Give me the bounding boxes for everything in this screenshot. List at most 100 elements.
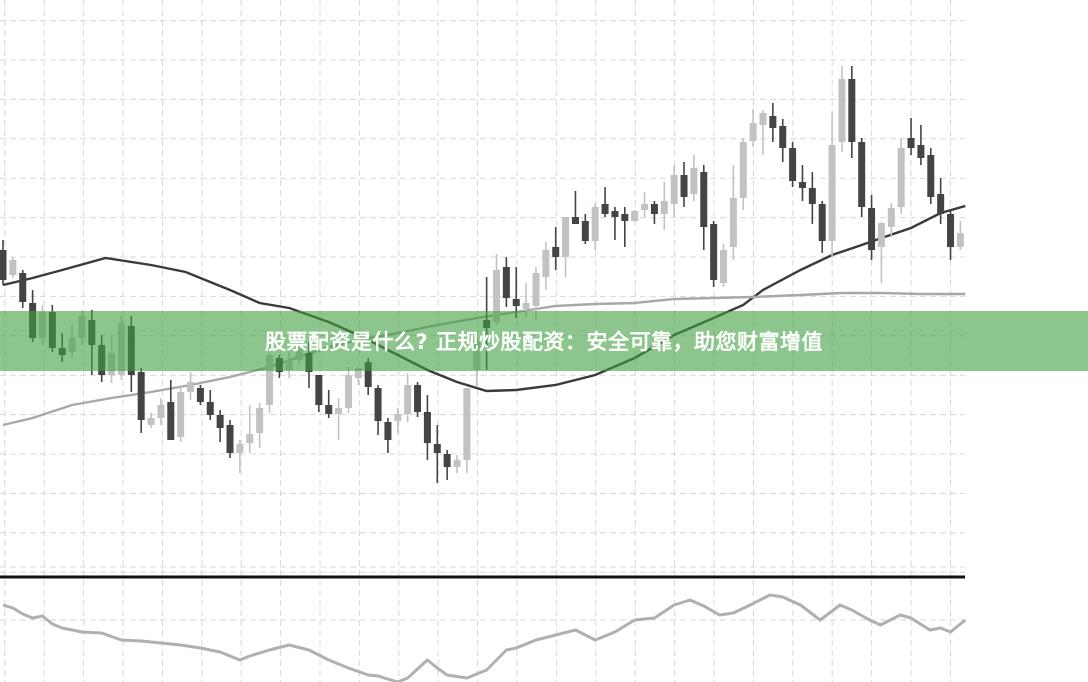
candle-body [769,116,777,128]
candle-body [631,211,639,221]
candle-body [354,368,362,378]
candle-bearish [907,118,915,155]
candle-body [808,188,816,204]
candle-bearish [680,162,688,207]
candle-bearish [789,142,797,187]
candle-bullish [631,210,639,222]
candle-body [621,214,629,221]
candle-body [927,155,935,197]
candle-body [433,444,441,453]
candle-bullish [838,66,846,152]
candle-bearish [315,375,323,412]
candle-bullish [660,182,668,230]
candle-body [493,270,500,322]
candle-body [641,204,649,210]
candle-body [532,273,540,306]
candle-body [443,454,451,467]
candle-bullish [956,221,964,250]
candle-bearish [927,148,935,204]
candle-body [187,382,195,392]
candle-bearish [167,380,175,440]
candle-bullish [335,398,343,440]
candle-body [581,221,589,241]
candle-body [680,175,688,197]
candle-bearish [206,390,214,420]
candle-body [542,250,550,277]
candle-body [838,79,846,142]
candle-body [394,414,402,421]
candle-bearish [19,270,27,308]
candle-body [591,207,599,241]
candle-bearish [226,420,234,458]
oscillator-line [2,593,967,682]
candle-bearish [798,165,806,201]
candle-body [710,224,718,280]
candle-bearish [502,257,510,307]
candle-body [0,250,7,280]
candle-bearish [937,178,945,224]
candle-bullish [256,403,264,448]
candle-bullish [404,373,412,422]
candle-body [650,204,658,214]
candle-body [739,142,747,198]
candle-body [453,460,461,467]
candle-body [552,247,560,257]
candle-bullish [670,165,678,217]
candle-body [196,388,204,402]
candle-body [887,208,895,227]
candle-bearish [196,385,204,405]
candle-bullish [897,138,905,214]
candle-body [789,148,797,181]
candle-body [937,194,945,214]
candle-bullish [690,155,698,201]
candle-bearish [858,138,866,217]
candle-body [414,385,422,412]
candle-body [325,405,333,414]
candle-bullish [720,244,728,287]
candle-body [404,385,412,414]
candle-bearish [414,382,422,417]
candle-bearish [325,390,333,418]
candle-bearish [137,368,145,433]
candle-body [19,273,27,302]
candle-body [611,211,619,217]
candle-bullish [828,113,836,257]
candle-body [502,267,510,298]
candle-bullish [759,110,767,155]
candle-body [177,392,185,437]
candle-bullish [877,222,885,283]
candle-bearish [552,227,560,270]
candle-body [137,372,145,420]
candle-bearish [650,201,658,224]
candle-body [512,299,520,306]
candle-body [897,148,905,207]
oscillator-panel [0,575,967,682]
candle-body [690,168,698,194]
candle-body [601,204,609,214]
candle-bullish [463,388,471,473]
candle-body [9,260,17,275]
candle-body [167,402,175,440]
candle-body [256,408,264,433]
candle-bearish [0,240,7,285]
candle-body [562,217,570,257]
candle-bullish [344,367,352,413]
candle-body [423,412,431,443]
candle-bullish [739,138,747,210]
candle-body [818,204,826,241]
candle-body [858,142,866,207]
moving-average-line-dark [2,204,966,393]
candle-bearish [384,418,392,453]
candle-bullish [147,413,155,428]
candle-body [749,123,757,141]
candle-body [157,405,165,418]
candle-bullish [729,165,737,260]
candle-bearish [433,425,441,483]
candle-bullish [887,203,895,237]
candle-bullish [9,257,17,278]
candle-bearish [611,207,619,240]
candle-bearish [868,195,876,260]
candle-body [265,355,273,405]
candle-body [335,408,343,414]
candle-body [868,208,876,250]
